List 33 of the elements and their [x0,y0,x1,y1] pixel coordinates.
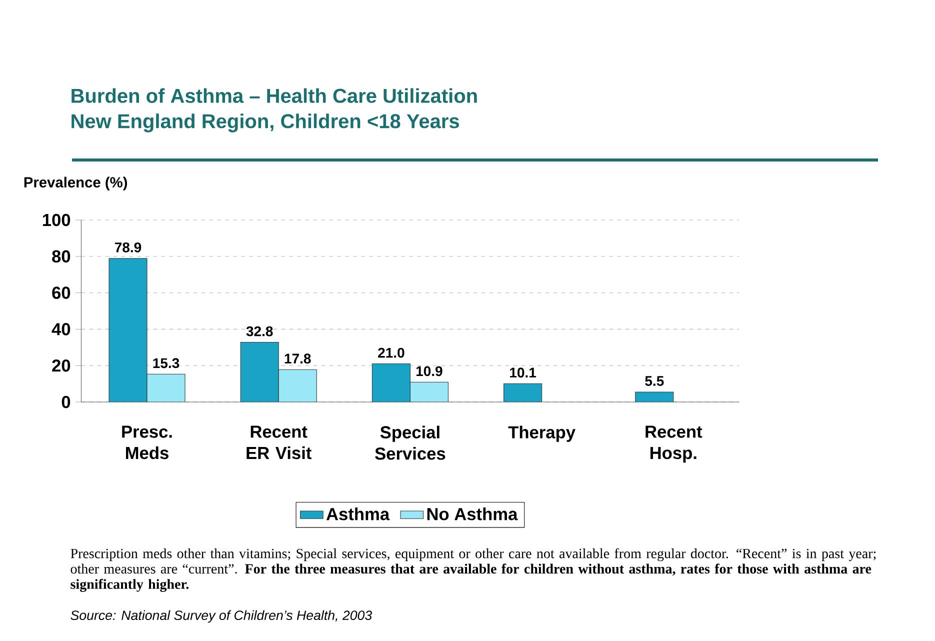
data-label: 78.9 [114,242,142,252]
source-note: Source: National Survey of Children’s Health, 2003 [70,610,372,623]
x-tick-label: Recent ER Visit [246,426,312,460]
y-tick-label: 0 [62,396,70,408]
x-tick-label: Therapy [508,426,576,442]
data-label: 10.1 [510,368,536,378]
x-tick-label: Presc. Meds [122,426,172,460]
x-tick-label: Recent Hosp. [646,426,702,463]
legend-label: Asthma [326,508,390,520]
bar [410,382,448,402]
data-label: 21.0 [378,348,404,358]
bar [240,342,279,402]
data-label: 5.5 [645,376,664,386]
y-tick-label: 60 [52,286,70,299]
bar [146,374,186,402]
data-label: 17.8 [284,354,311,364]
data-label: 10.9 [416,366,442,376]
bar [372,364,410,402]
bar [278,369,317,402]
x-tick-label: Special Services [375,426,446,460]
legend-label: No Asthma [427,508,518,520]
chart-subtitle: New England Region, Children <18 Years [72,114,459,132]
y-tick-label: 20 [52,359,70,372]
bar [504,383,542,402]
chart-title: Burden of Asthma – Health Care Utilization [72,88,477,103]
y-tick-label: 80 [52,250,70,263]
data-label: 32.8 [246,326,273,336]
data-label: 15.3 [153,358,180,368]
y-axis-title: Prevalence (%) [24,176,128,190]
text: Prescription meds other than vitamins; Special services, equipment or other care not available from regular doctor. “Recent” is in past year; other measures are “current”. For the three measures that are available for children without asthma, rates for those with asthma are significantly higher. [70,548,876,592]
y-tick-label: 40 [52,323,70,336]
bar [108,258,148,402]
y-tick-label: 100 [42,214,70,226]
